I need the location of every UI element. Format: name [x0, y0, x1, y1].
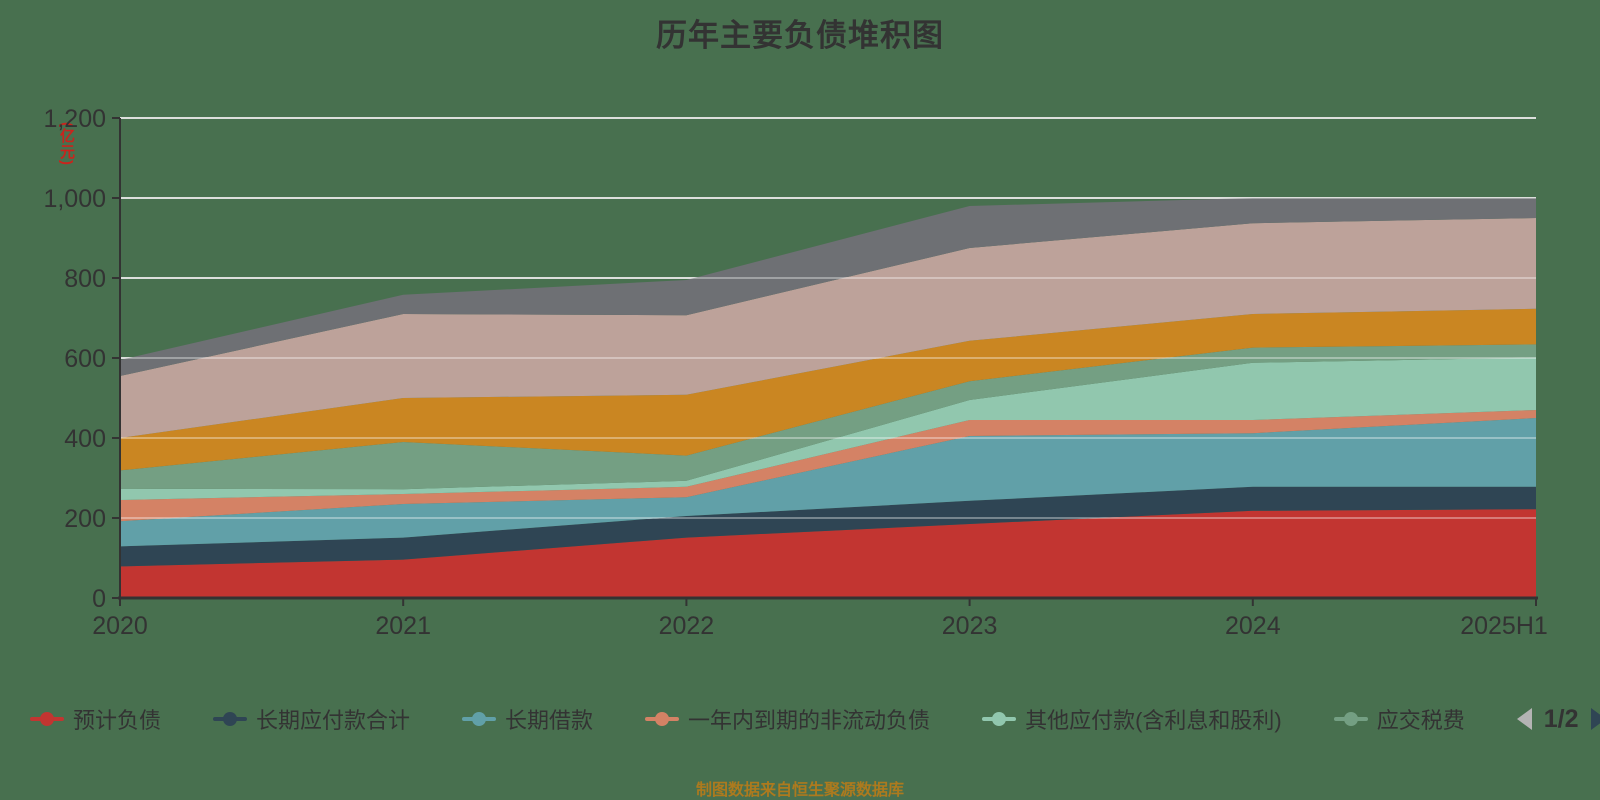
legend-next-icon[interactable] [1590, 708, 1600, 730]
chart-title: 历年主要负债堆积图 [656, 18, 944, 53]
y-tick-label: 800 [64, 265, 106, 293]
x-tick-label: 2021 [375, 612, 431, 640]
legend-line-dot-icon [30, 712, 64, 726]
data-source-note: 制图数据来自恒生聚源数据库 [695, 782, 904, 799]
legend-item-label: 一年内到期的非流动负债 [688, 708, 931, 733]
legend-item-1[interactable]: 预计负债 [30, 703, 161, 735]
area-series-8[interactable] [120, 218, 1536, 438]
area-一年内到期的非流动负债[interactable] [120, 410, 1536, 522]
area-预计负债[interactable] [120, 509, 1536, 598]
y-axis-unit-label: (亿元) [58, 122, 75, 166]
y-tick-label: 200 [64, 505, 106, 533]
y-tick-label: 1,000 [43, 185, 106, 213]
y-tick-label: 400 [64, 425, 106, 453]
legend-item-label: 应交税费 [1376, 708, 1465, 733]
legend-pager: 1/2 [1516, 704, 1600, 734]
y-tick-label: 0 [92, 585, 106, 613]
legend: 预计负债 长期应付款合计 长期借款 一年内到期的非流动负债 其他应付款(含利息和股利) 应… [30, 700, 1600, 738]
legend-line-dot-icon [213, 712, 248, 726]
legend-item-4[interactable]: 一年内到期的非流动负债 [645, 703, 930, 735]
legend-item-2[interactable]: 长期应付款合计 [213, 703, 410, 735]
legend-item-label: 预计负债 [73, 708, 162, 733]
legend-prev-icon[interactable] [1516, 708, 1532, 730]
x-tick-label: 2020 [92, 612, 148, 640]
stacked-area-plot: 0 200 400 600 800 1,000 1,200 2020 2021 2022 2023 2… [43, 105, 1548, 640]
y-tick-label: 600 [64, 345, 106, 373]
legend-line-dot-icon [1333, 712, 1368, 726]
legend-item-label: 长期借款 [505, 708, 594, 733]
legend-item-label: 其他应付款(含利息和股利) [1025, 708, 1282, 733]
x-tick-label: 2025H1 [1460, 612, 1548, 640]
x-tick-label: 2024 [1225, 612, 1281, 640]
legend-item-6[interactable]: 应交税费 [1333, 703, 1465, 735]
legend-line-dot-icon [982, 712, 1017, 726]
legend-page-indicator: 1/2 [1543, 704, 1579, 733]
y-tick-label: 1,200 [43, 105, 106, 133]
area-series-9[interactable] [120, 198, 1536, 376]
legend-line-dot-icon [462, 712, 497, 726]
legend-item-5[interactable]: 其他应付款(含利息和股利) [982, 703, 1282, 735]
x-tick-label: 2022 [659, 612, 715, 640]
legend-line-dot-icon [645, 712, 680, 726]
area-长期应付款合计[interactable] [120, 486, 1536, 567]
area-series-7[interactable] [120, 308, 1536, 471]
legend-item-3[interactable]: 长期借款 [462, 703, 593, 735]
area-其他应付款(含利息和股利)[interactable] [120, 357, 1536, 500]
x-tick-label: 2023 [942, 612, 998, 640]
area-应交税费[interactable] [120, 344, 1536, 490]
legend-item-label: 长期应付款合计 [256, 708, 411, 733]
area-长期借款[interactable] [120, 418, 1536, 547]
